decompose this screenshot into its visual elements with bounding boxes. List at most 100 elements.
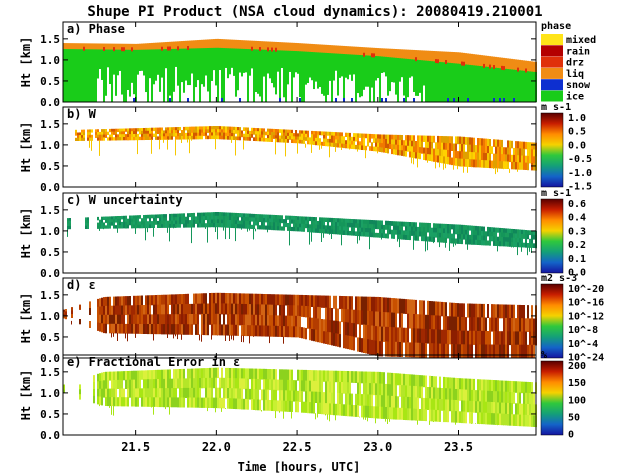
data-cell [491,391,493,403]
data-cell [181,216,183,221]
data-cell [513,229,515,234]
data-cell [501,228,503,233]
data-cell [305,220,307,225]
data-cell [141,128,143,132]
phase-ice-column [383,56,385,73]
data-cell [177,217,179,221]
data-cell [533,230,535,236]
data-streak [207,407,208,412]
data-cell [527,149,529,157]
data-cell [205,216,207,221]
data-cell [417,328,419,344]
data-cell [465,229,467,235]
data-cell [429,375,431,388]
data-cell [427,387,429,399]
data-cell [389,327,391,343]
legend-entry: ice [566,91,584,103]
data-cell [345,404,347,417]
data-cell [63,384,65,388]
data-cell [277,222,279,227]
data-cell [137,314,139,325]
data-cell [181,130,183,134]
data-cell [285,369,287,381]
data-cell [213,129,215,133]
data-cell [465,330,467,345]
colorbar-tick-label: 0.3 [568,226,586,237]
data-cell [417,226,419,232]
data-cell [239,220,241,225]
phase-ice-column [111,49,113,102]
phase-drizzle-cell [177,46,179,51]
phase-liquid-layer [317,44,319,53]
data-cell [317,228,319,233]
data-cell [311,295,313,307]
data-cell [163,378,165,389]
data-cell [343,140,345,145]
phase-liquid-layer [239,40,241,49]
data-cell [187,368,189,379]
data-cell [311,224,313,229]
data-cell [415,222,417,228]
data-cell [221,324,223,336]
data-cell [267,325,269,337]
phase-snow-cell [187,98,189,102]
data-cell [475,152,477,161]
data-cell [375,394,377,407]
data-cell [287,326,289,338]
data-cell [449,136,451,144]
data-cell [105,216,107,220]
data-cell [217,129,219,133]
phase-ice-column [327,52,329,95]
data-cell [201,219,203,224]
data-streak [455,422,456,425]
data-streak [145,227,146,241]
data-cell [529,331,531,346]
data-cell [209,215,211,220]
data-cell [381,372,383,385]
data-cell [485,240,487,246]
data-cell [277,218,279,223]
data-cell [297,390,299,402]
data-cell [163,220,165,225]
data-cell [349,404,351,417]
data-cell [177,223,179,228]
data-cell [199,378,201,389]
data-cell [221,126,223,130]
data-cell [351,404,353,417]
data-cell [329,229,331,234]
data-cell [107,305,109,316]
phase-ice-column [127,49,129,90]
data-cell [479,303,481,318]
phase-liquid-layer [371,47,373,56]
data-cell [327,229,329,234]
data-cell [127,296,129,306]
phase-liquid-layer [491,56,493,68]
data-cell [419,386,421,399]
data-cell [211,129,213,133]
data-cell [289,315,291,327]
data-cell [387,229,389,235]
data-cell [293,390,295,402]
data-cell [511,403,513,415]
phase-ice-column [335,53,337,71]
data-cell [227,293,229,304]
data-streak [309,231,310,245]
data-cell [247,220,249,226]
data-cell [413,146,415,153]
data-cell [333,139,335,144]
data-cell [209,397,211,408]
data-cell [373,134,375,139]
data-cell [177,397,179,408]
phase-liquid-layer [493,56,495,68]
panel-label: d) ε [67,278,96,292]
data-cell [493,240,495,246]
data-cell [485,317,487,332]
data-cell [325,131,327,136]
data-cell [167,136,169,140]
data-cell [299,316,301,328]
data-cell [171,324,173,335]
data-cell [97,222,99,226]
data-cell [521,305,523,319]
data-streak [235,227,236,242]
data-cell [505,402,507,415]
